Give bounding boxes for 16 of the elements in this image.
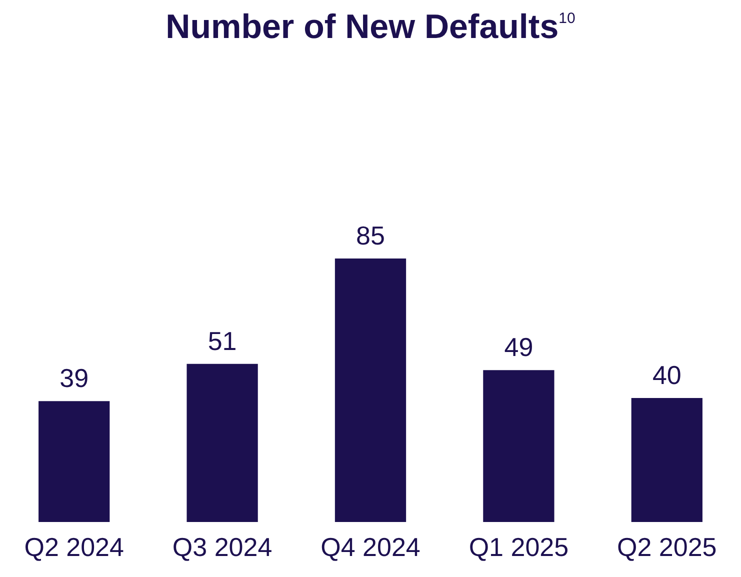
x-tick-label: Q3 2024: [172, 532, 272, 562]
bar: [334, 258, 406, 522]
x-tick-label: Q1 2025: [468, 532, 569, 562]
data-label: 39: [60, 363, 89, 394]
bar: [186, 364, 258, 522]
data-label: 40: [652, 360, 682, 390]
chart-title: Number of New Defaults$^{10}$: [164, 8, 576, 47]
data-label: 49: [504, 332, 534, 362]
bar: [483, 370, 554, 522]
bar: [631, 398, 702, 522]
data-label: 85: [356, 220, 385, 250]
bar: [38, 401, 110, 522]
x-tick-label: Q2 2024: [24, 532, 124, 562]
x-tick-label: Q2 2025: [617, 532, 717, 562]
data-label: 51: [208, 326, 237, 356]
x-tick-label: Q4 2024: [320, 532, 420, 562]
